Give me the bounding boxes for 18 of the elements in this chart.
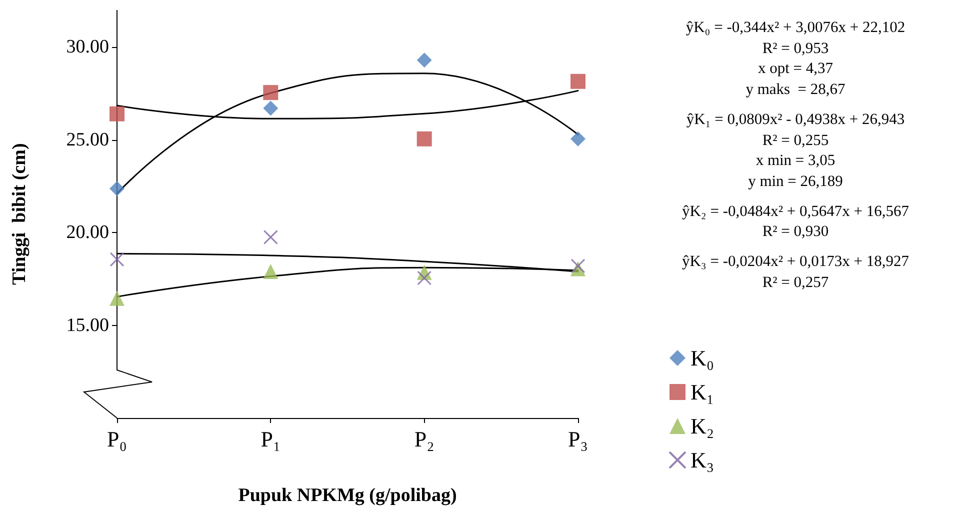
x-tick-label: P₁ (260, 426, 281, 452)
y-tick-label: 30.00 (66, 36, 109, 58)
y-axis-title: Tinggi bibit (cm) (9, 143, 30, 285)
text: ŷK₀ = -0,344x² + 3,0076x + 22,102 R² = 0,953 x opt = 4,37 y maks = 28,67 (684, 18, 906, 100)
x-tick-label: P₂ (414, 426, 434, 452)
x-tick-label: P₃ (568, 426, 588, 452)
x-axis-title: Pupuk NPKMg (g/polibag) (238, 485, 457, 506)
text: ŷK₂ = -0,0484x² + 0,5647x + 16,567 R² = 0,930 (680, 202, 910, 242)
legend-label: K₀ (690, 346, 714, 370)
text: ŷK₁ = 0,0809x² - 0,4938x + 26,943 R² = 0,255 x min = 3,05 y min = 26,189 (685, 110, 906, 192)
y-tick-label: 20.00 (66, 222, 109, 244)
y-tick-label: 15.00 (66, 314, 109, 336)
legend-label: K₁ (690, 380, 714, 404)
y-tick-label: 25.00 (66, 129, 109, 150)
legend-label: K₂ (690, 414, 714, 438)
x-tick-label: P₀ (107, 426, 127, 452)
legend-label: K₃ (690, 448, 714, 472)
text: ŷK₃ = -0,0204x² + 0,0173x + 18,927 R² = 0,257 (680, 252, 910, 293)
